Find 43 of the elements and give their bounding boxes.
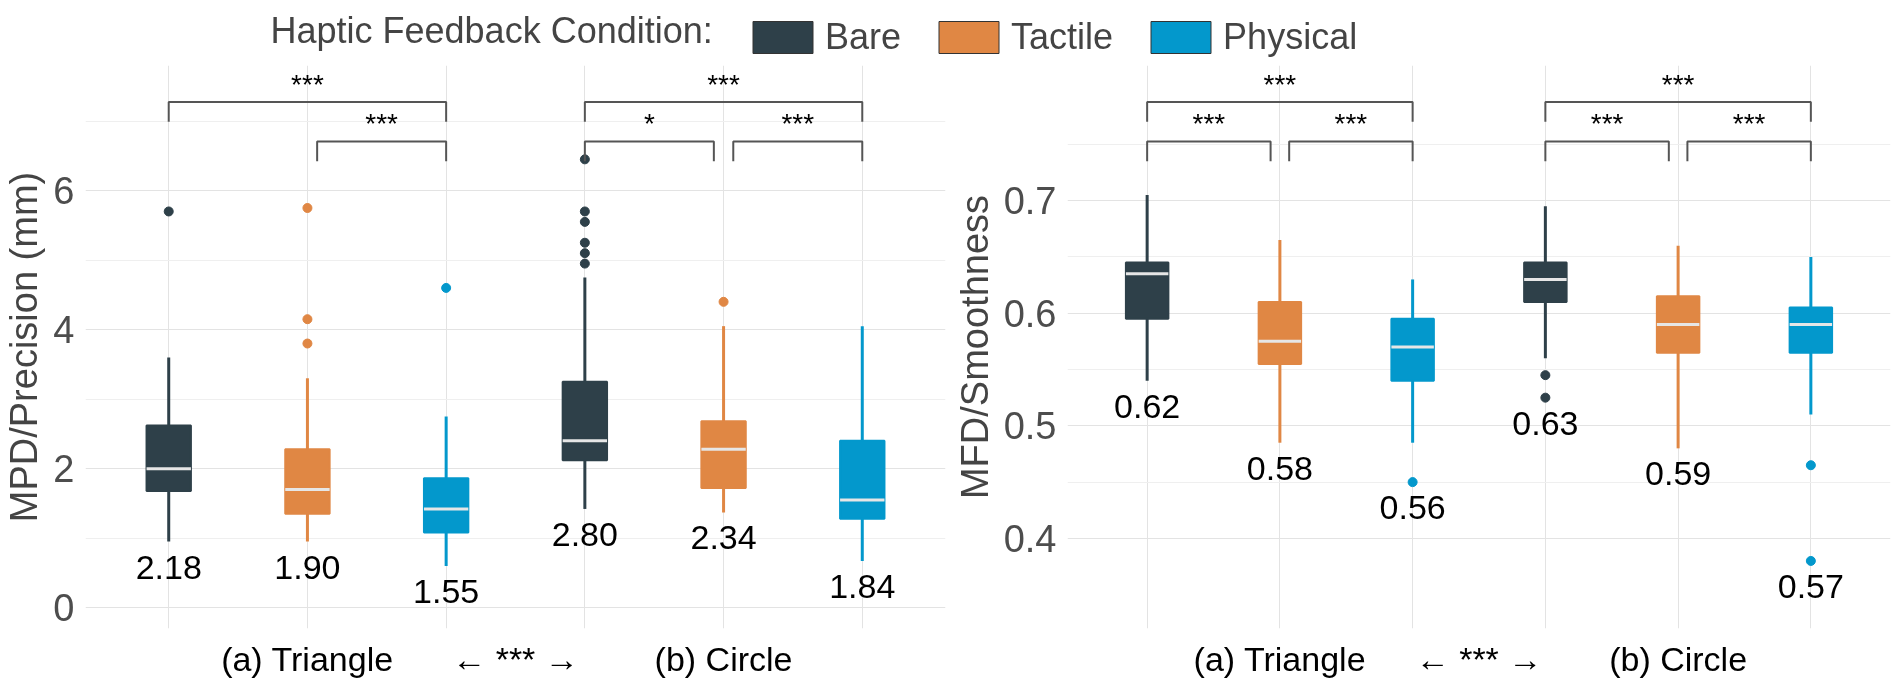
x-tick-label: (b) Circle: [1609, 639, 1748, 678]
annotation: ***: [1732, 108, 1766, 140]
annotation: ***: [707, 68, 741, 100]
annotation: ***: [1334, 108, 1368, 140]
text: 2.18: [135, 547, 202, 586]
text: ← *** →: [1415, 639, 1543, 678]
y-tick-label: 0.7: [1003, 180, 1057, 223]
annotation: ***: [1590, 108, 1624, 140]
y-tick-label: 0.6: [1003, 292, 1057, 335]
text: 0.56: [1379, 488, 1446, 527]
text: 2.80: [551, 515, 618, 554]
y-tick-label: 0.5: [1003, 405, 1057, 448]
text: 1.84: [829, 567, 896, 606]
legend-label: Tactile: [1011, 16, 1114, 58]
text: ← *** →: [452, 639, 579, 678]
y-tick-label: 0.4: [1003, 517, 1057, 560]
y-axis-title: MPD/Precision (mm): [3, 171, 46, 523]
text: 0.57: [1777, 567, 1844, 606]
text: 0.62: [1114, 386, 1181, 425]
y-tick-label: 2: [53, 448, 75, 491]
text: 0.58: [1246, 448, 1313, 487]
y-tick-label: 6: [53, 170, 75, 213]
y-tick-label: 4: [53, 309, 75, 352]
legend-title: Haptic Feedback Condition:: [270, 10, 713, 51]
legend-label: Bare: [825, 16, 902, 58]
legend-label: Physical: [1223, 16, 1358, 58]
y-axis-title: MFD/Smoothness: [953, 194, 996, 500]
annotation: ***: [1263, 68, 1297, 100]
x-tick-label: (b) Circle: [654, 639, 793, 678]
text: 1.55: [413, 572, 480, 611]
text: 0.63: [1512, 403, 1579, 442]
x-tick-label: (a) Triangle: [1193, 639, 1366, 678]
annotation: ***: [781, 108, 815, 140]
text: 0.59: [1645, 454, 1712, 493]
annotation: ***: [365, 108, 399, 140]
y-tick-label: 0: [53, 587, 75, 630]
annotation: ***: [1661, 68, 1695, 100]
x-tick-label: (a) Triangle: [221, 639, 394, 678]
annotation: ***: [291, 68, 324, 100]
annotation: *: [643, 108, 655, 140]
text: 2.34: [690, 518, 757, 557]
text: 1.90: [274, 547, 341, 586]
annotation: ***: [1192, 108, 1226, 140]
